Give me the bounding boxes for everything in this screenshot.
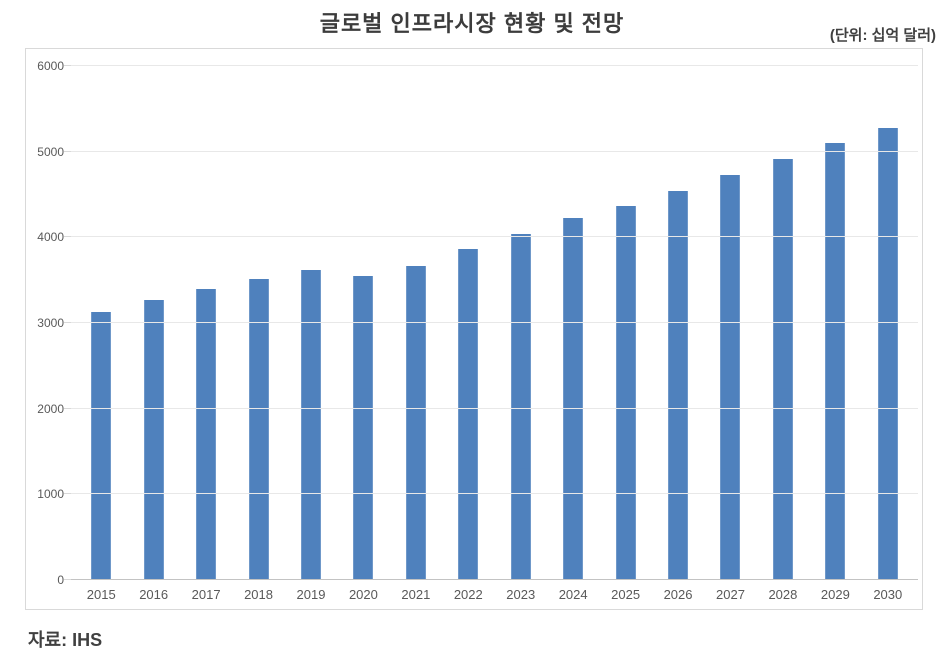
gridline-1000 <box>71 493 918 495</box>
bar-2018 <box>248 279 269 579</box>
bar-2015 <box>91 311 112 579</box>
bar-series <box>71 65 918 579</box>
bar-slot-2025 <box>599 65 651 579</box>
bar-2025 <box>615 206 636 579</box>
bar-2026 <box>668 190 689 579</box>
x-axis-label-2022: 2022 <box>453 587 483 602</box>
bar-slot-2018 <box>232 65 284 579</box>
bar-2024 <box>563 218 584 579</box>
chart-title: 글로벌 인프라시장 현황 및 전망 <box>319 11 625 36</box>
bar-2017 <box>196 289 217 579</box>
x-axis-label-2019: 2019 <box>296 587 326 602</box>
y-tick-0 <box>64 579 71 580</box>
y-tick-3000 <box>64 322 71 323</box>
bar-slot-2026 <box>652 65 704 579</box>
bar-slot-2023 <box>495 65 547 579</box>
y-tick-6000 <box>64 65 71 66</box>
x-axis-label-2016: 2016 <box>139 587 169 602</box>
bar-slot-2017 <box>180 65 232 579</box>
y-axis-label-3000: 3000 <box>37 316 64 330</box>
y-axis-label-1000: 1000 <box>37 487 64 502</box>
bar-slot-2030 <box>862 65 914 579</box>
bar-slot-2015 <box>75 65 127 579</box>
bar-2020 <box>353 275 374 579</box>
y-axis-label-5000: 5000 <box>37 144 64 159</box>
unit-label: (단위: 십억 달러) <box>829 27 936 44</box>
bar-slot-2028 <box>757 65 809 579</box>
x-axis-label-2018: 2018 <box>244 587 273 602</box>
y-axis-label-4000: 4000 <box>37 230 64 245</box>
bar-slot-2021 <box>390 65 442 579</box>
bar-2021 <box>405 266 426 579</box>
x-axis-label-2021: 2021 <box>401 587 431 602</box>
plot-area <box>64 65 918 580</box>
gridline-5000 <box>71 150 918 152</box>
gridline-6000 <box>71 65 918 66</box>
bar-slot-2022 <box>442 65 494 579</box>
chart-area: 0 1000 2000 3000 4000 5000 6000 2015 2016 2017 20… <box>25 48 923 610</box>
bar-2022 <box>458 249 479 579</box>
gridline-4000 <box>71 236 918 238</box>
gridline-3000 <box>71 322 918 323</box>
bar-2029 <box>825 142 846 579</box>
y-tick-1000 <box>64 493 71 495</box>
source-label: 자료: IHS <box>28 630 103 650</box>
x-axis-label-2020: 2020 <box>348 587 378 602</box>
x-axis-label-2023: 2023 <box>506 587 536 602</box>
y-tick-5000 <box>64 150 71 152</box>
x-axis-label-2028: 2028 <box>768 587 798 602</box>
y-tick-2000 <box>64 407 71 409</box>
bar-2028 <box>772 159 793 579</box>
gridline-2000 <box>71 407 918 409</box>
x-axis-labels: 2015 2016 2017 2018 2019 2020 2021 2022 2023 2024… <box>71 587 918 602</box>
y-tick-4000 <box>64 236 71 238</box>
x-axis-label-2025: 2025 <box>611 587 641 602</box>
x-axis-label-2017: 2017 <box>191 587 221 602</box>
y-axis-label-2000: 2000 <box>37 401 64 416</box>
bar-2023 <box>510 233 531 579</box>
bar-2019 <box>300 269 321 579</box>
x-axis-line <box>71 579 918 580</box>
bar-slot-2029 <box>809 65 861 579</box>
bar-2016 <box>143 299 164 579</box>
y-axis-label-6000: 6000 <box>37 59 64 73</box>
bar-slot-2016 <box>127 65 179 579</box>
x-axis-label-2029: 2029 <box>820 587 850 602</box>
bar-2027 <box>720 174 741 579</box>
x-axis-label-2024: 2024 <box>558 587 588 602</box>
x-axis-label-2026: 2026 <box>663 587 693 602</box>
y-axis-label-0: 0 <box>57 573 64 587</box>
x-axis-label-2030: 2030 <box>873 587 903 602</box>
x-axis-label-2015: 2015 <box>86 587 116 602</box>
bar-slot-2020 <box>337 65 389 579</box>
bar-2030 <box>877 127 898 579</box>
x-axis-label-2027: 2027 <box>716 587 745 602</box>
bar-slot-2027 <box>704 65 756 579</box>
bar-slot-2024 <box>547 65 599 579</box>
bar-slot-2019 <box>285 65 337 579</box>
